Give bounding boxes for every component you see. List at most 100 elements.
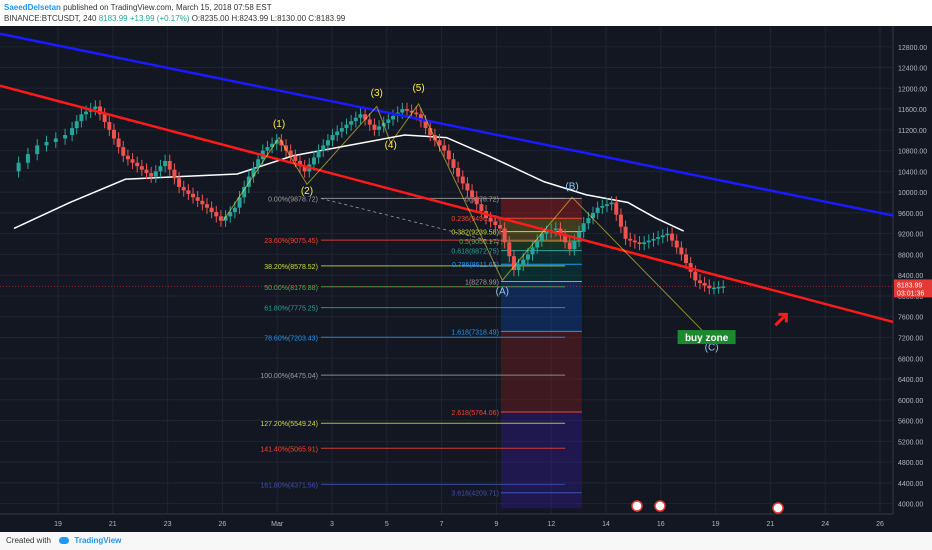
candle-body xyxy=(218,216,223,221)
up-arrow-icon xyxy=(774,312,788,327)
candle-body xyxy=(191,193,196,198)
fib-extension-label: 0.382(9239.58) xyxy=(451,230,498,237)
candle-body xyxy=(600,205,605,208)
candle-body xyxy=(428,128,433,136)
candle-body xyxy=(16,162,21,172)
candle-body xyxy=(581,223,586,232)
price-tick-label: 12800.00 xyxy=(898,45,927,52)
candle-body xyxy=(377,126,382,130)
candle-body xyxy=(460,176,465,184)
candle-body xyxy=(116,138,121,148)
candle-body xyxy=(316,150,321,158)
time-tick-label: Mar xyxy=(271,521,284,528)
candle-body xyxy=(35,145,40,155)
candle-body xyxy=(177,178,182,187)
candle-body xyxy=(158,166,163,172)
fib-extension-label: 2.618(5764.06) xyxy=(451,410,498,417)
candle-body xyxy=(539,233,544,241)
candle-body xyxy=(642,242,647,245)
candle-body xyxy=(628,238,633,241)
candle-body xyxy=(711,287,716,290)
fib-extension-label: 0.236(9496.87) xyxy=(451,216,498,223)
candle-body xyxy=(660,235,665,238)
candle-body xyxy=(646,240,651,243)
high-value: H:8243.99 xyxy=(231,14,269,23)
price-tick-label: 7200.00 xyxy=(898,335,923,342)
candle-body xyxy=(53,138,58,142)
candle-body xyxy=(651,238,656,241)
candle-body xyxy=(125,155,130,160)
candle-body xyxy=(302,166,307,172)
candle-body xyxy=(279,140,284,146)
moving-average-line xyxy=(13,134,685,232)
candle-body xyxy=(135,162,140,167)
tradingview-brand[interactable]: TradingView xyxy=(74,536,122,545)
candle-body xyxy=(446,150,451,160)
candle-body xyxy=(195,197,200,201)
time-tick-label: 19 xyxy=(54,521,62,528)
price-tick-label: 11200.00 xyxy=(898,128,927,135)
price-tick-label: 5600.00 xyxy=(898,419,923,426)
candle-body xyxy=(493,221,498,226)
candle-body xyxy=(167,160,172,170)
candle-body xyxy=(670,233,675,241)
last-price-tag-label: 8183.99 xyxy=(897,282,922,289)
buy-zone-label: buy zone xyxy=(685,333,729,344)
price-tick-label: 10400.00 xyxy=(898,169,927,176)
author-name[interactable]: SaeedDelsetan xyxy=(4,3,61,12)
wave-label: (5) xyxy=(412,83,424,94)
published-info: published on TradingView.com, March 15, … xyxy=(63,3,272,12)
last-price: 8183.99 xyxy=(98,14,128,23)
candle-body xyxy=(121,147,126,156)
candle-body xyxy=(423,121,428,129)
candle-body xyxy=(270,143,275,148)
price-tick-label: 6000.00 xyxy=(898,398,923,405)
candle-body xyxy=(284,145,289,151)
candle-body xyxy=(111,129,116,139)
candle-body xyxy=(586,218,591,224)
candle-body xyxy=(372,124,377,130)
candle-body xyxy=(721,286,726,288)
price-tick-label: 11600.00 xyxy=(898,107,927,114)
elliott-wave-path xyxy=(222,102,712,341)
candle-body xyxy=(232,207,237,213)
price-tick-label: 4400.00 xyxy=(898,481,923,488)
candle-body xyxy=(265,147,270,151)
candle-body xyxy=(479,204,484,212)
fib-retracement-label: 100.00%(6475.04) xyxy=(260,373,318,380)
candle-body xyxy=(353,117,358,122)
buy-zone-box xyxy=(677,330,736,345)
candle-body xyxy=(321,145,326,151)
fib-retracement-label: 127.20%(5549.24) xyxy=(260,421,318,428)
candle-body xyxy=(437,140,442,146)
candle-body xyxy=(400,109,405,113)
candle-body xyxy=(525,254,530,260)
fib-extension-label: 1.618(7318.49) xyxy=(451,329,498,336)
candle-body xyxy=(456,167,461,177)
fib-retracement-label: 161.80%(4371.56) xyxy=(260,482,318,489)
price-tick-label: 4800.00 xyxy=(898,460,923,467)
time-tick-label: 3 xyxy=(330,521,334,528)
candle-body xyxy=(237,197,242,208)
candle-body xyxy=(251,167,256,177)
time-tick-label: 23 xyxy=(164,521,172,528)
candle-body xyxy=(637,242,642,245)
time-tick-label: 26 xyxy=(219,521,227,528)
candle-body xyxy=(544,231,549,234)
candle-body xyxy=(70,128,75,136)
candle-body xyxy=(204,204,209,208)
candle-body xyxy=(74,121,79,129)
candle-body xyxy=(84,111,89,115)
fib-retracement-label: 141.40%(5065.91) xyxy=(260,446,318,453)
open-value: O:8235.00 xyxy=(191,14,230,23)
candle-body xyxy=(288,150,293,156)
candle-body xyxy=(228,212,233,217)
candle-body xyxy=(679,247,684,255)
candle-body xyxy=(223,216,228,221)
candle-body xyxy=(44,141,49,146)
candle-body xyxy=(591,212,596,219)
candle-body xyxy=(344,124,349,129)
candle-body xyxy=(697,280,702,283)
fib-extension-label: 3.618(4209.71) xyxy=(451,491,498,498)
price-chart[interactable]: 12800.00 12400.00 12000.00 11600.00 11200.00… xyxy=(0,26,932,532)
